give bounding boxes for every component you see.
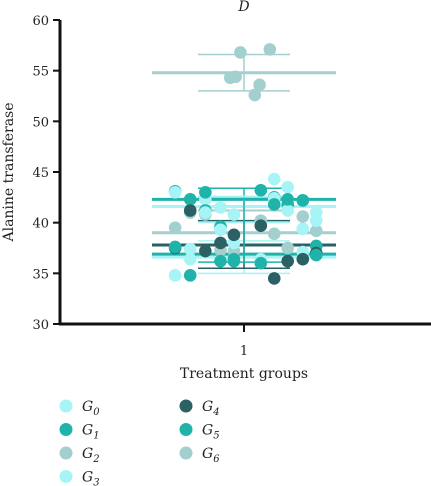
- series-g5-point: [309, 248, 323, 262]
- legend-g5-marker: [179, 423, 193, 436]
- series-g5-point: [214, 254, 227, 268]
- series-g3-point: [214, 223, 227, 237]
- chart-title: D: [237, 0, 249, 15]
- legend-g4-label: G4: [202, 399, 220, 418]
- series-g1-point: [254, 183, 268, 197]
- series-g2-point: [309, 224, 323, 238]
- y-axis-label: Alanine transferase: [1, 102, 17, 242]
- series-g0-point: [296, 222, 310, 236]
- series-g2-point: [168, 221, 182, 235]
- series-g4-point: [267, 272, 281, 285]
- x-axis-label: Treatment groups: [180, 366, 308, 382]
- series-g3-point: [309, 214, 323, 227]
- series-g0-point: [214, 201, 227, 214]
- series-g4-point: [214, 236, 227, 250]
- series-g6-point: [253, 78, 266, 92]
- legend-g1-marker: [59, 423, 73, 436]
- legend-g5-label: G5: [202, 423, 220, 442]
- legend-g1-label: G1: [82, 423, 100, 442]
- y-tick-label: 35: [32, 267, 49, 282]
- series-g5-point: [281, 193, 294, 206]
- legend-g0-label: G0: [82, 399, 100, 418]
- series-g5-point: [227, 252, 241, 266]
- series-g4-point: [296, 252, 310, 266]
- series-g5-point: [183, 269, 197, 282]
- series-g2-point: [267, 227, 281, 241]
- legend: G0 G1 G2 G3 G4 G5 G6: [59, 399, 220, 486]
- y-tick-label: 55: [32, 65, 49, 80]
- series-g6-point: [263, 43, 277, 56]
- legend-g3-marker: [59, 470, 73, 483]
- y-tick-label: 60: [32, 14, 49, 29]
- series-g0-point: [281, 180, 294, 194]
- series-g6-point: [234, 46, 247, 59]
- y-tick-label: 45: [32, 166, 49, 181]
- series-g3-point: [183, 252, 197, 266]
- series-g5-point: [296, 194, 310, 207]
- series-g5-point: [254, 256, 268, 270]
- series-g4-point: [227, 228, 241, 242]
- series-g4-point: [183, 204, 197, 217]
- series-g1-point: [183, 193, 197, 206]
- series-g0-point: [183, 242, 197, 256]
- series-g6-point: [223, 71, 237, 85]
- plot-area: 30 35 40 45 50 55 60 1: [32, 14, 431, 359]
- series-g0-point: [168, 269, 182, 282]
- series-g3-point: [168, 185, 182, 199]
- legend-g2-label: G2: [82, 446, 100, 465]
- series-g2-point: [281, 241, 294, 255]
- series-g2-point: [296, 210, 310, 223]
- series-g0-point: [227, 208, 241, 221]
- series-g0-point: [267, 172, 281, 186]
- x-tick-label: 1: [240, 344, 248, 359]
- y-tick-label: 40: [32, 217, 49, 232]
- legend-g6-marker: [179, 446, 193, 460]
- series-g4-point: [254, 219, 268, 233]
- legend-g4-marker: [179, 399, 193, 413]
- series-g4-point: [281, 254, 294, 268]
- series-g5-point: [199, 185, 212, 199]
- y-tick-label: 30: [32, 318, 49, 333]
- series-g5-point: [168, 240, 182, 254]
- legend-g0-marker: [59, 399, 73, 413]
- series-g3-point: [199, 206, 212, 219]
- series-g4-point: [199, 244, 212, 258]
- series-g3-point: [281, 204, 294, 217]
- series-g5-point: [267, 198, 281, 211]
- legend-g6-label: G6: [202, 446, 220, 465]
- legend-g2-marker: [59, 446, 73, 460]
- y-tick-label: 50: [32, 115, 49, 130]
- series-g6-point: [248, 88, 262, 102]
- legend-g3-label: G3: [82, 470, 100, 486]
